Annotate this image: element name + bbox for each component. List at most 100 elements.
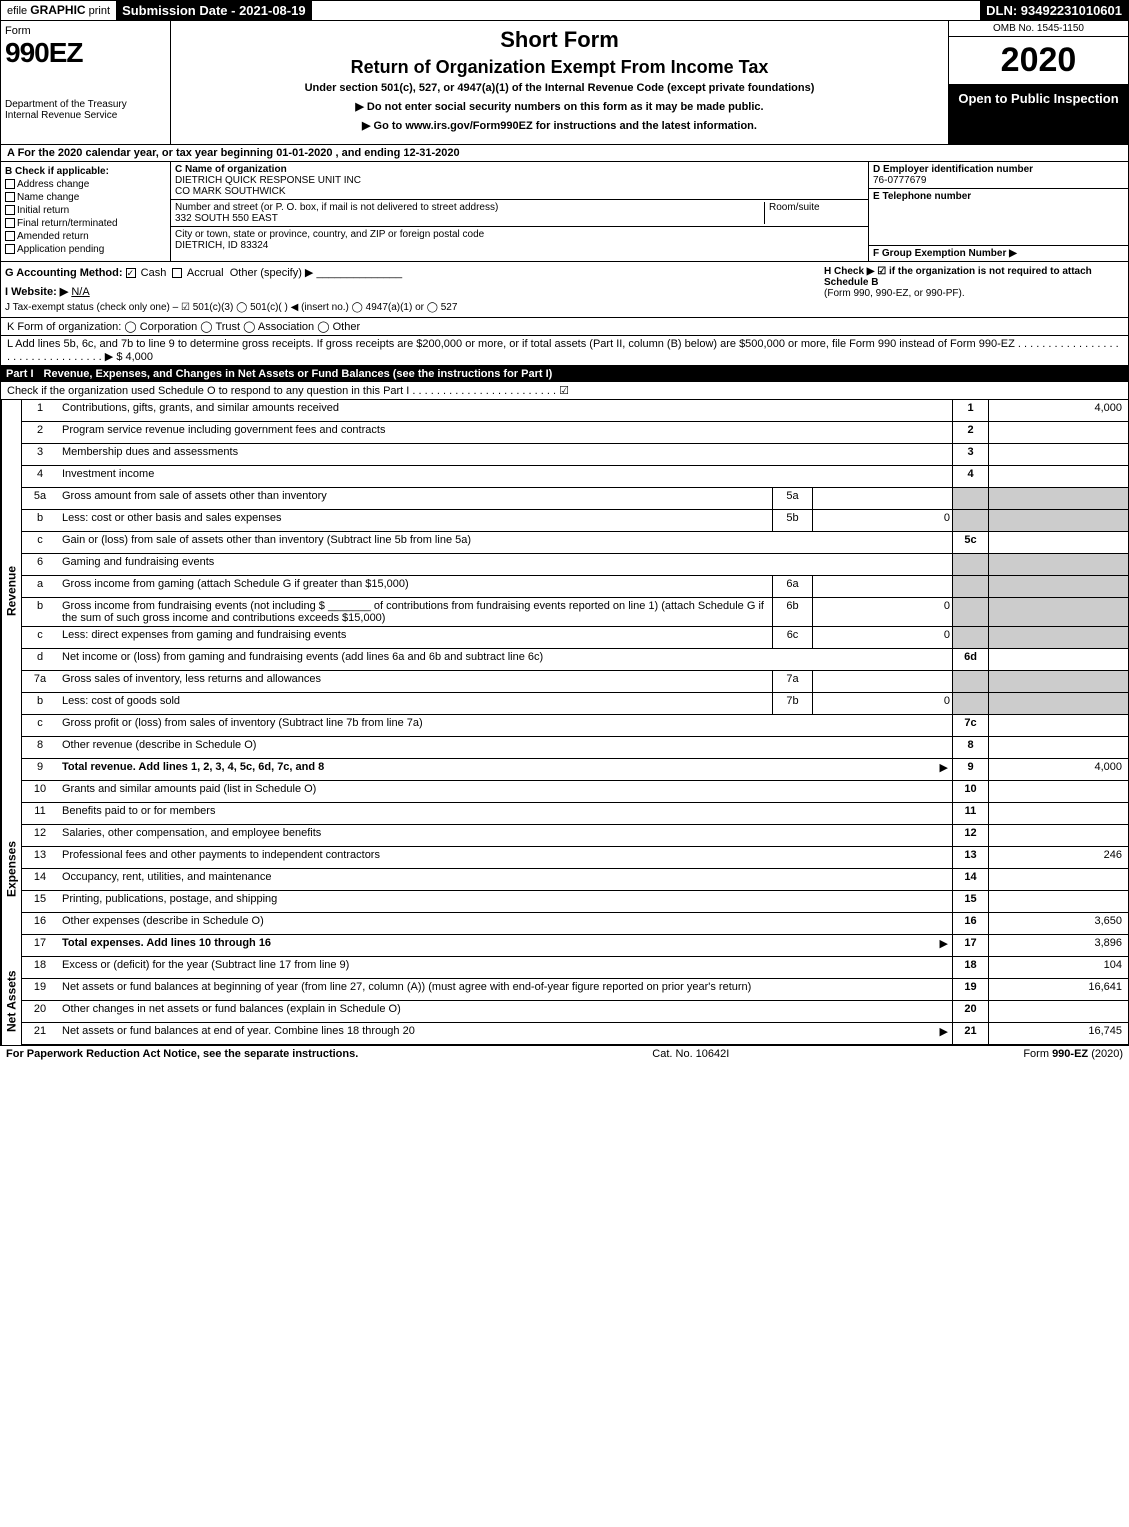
line-desc: Contributions, gifts, grants, and simila… xyxy=(58,400,952,421)
street-label: Number and street (or P. O. box, if mail… xyxy=(175,202,498,213)
chk-final-return[interactable]: Final return/terminated xyxy=(5,218,166,229)
line-desc: Membership dues and assessments xyxy=(58,444,952,465)
lineno-shaded xyxy=(952,693,988,714)
value-shaded xyxy=(988,627,1128,648)
value-shaded xyxy=(988,510,1128,531)
box-c: C Name of organization DIETRICH QUICK RE… xyxy=(171,162,868,261)
line-number: b xyxy=(22,598,58,626)
value-shaded xyxy=(988,693,1128,714)
lineno: 4 xyxy=(952,466,988,487)
value xyxy=(988,891,1128,912)
line-c: cGain or (loss) from sale of assets othe… xyxy=(21,532,1129,554)
line-9: 9Total revenue. Add lines 1, 2, 3, 4, 5c… xyxy=(21,759,1129,781)
street-block: Number and street (or P. O. box, if mail… xyxy=(171,200,868,227)
line-number: a xyxy=(22,576,58,597)
chk-address-change[interactable]: Address change xyxy=(5,179,166,190)
value xyxy=(988,715,1128,736)
line-number: 2 xyxy=(22,422,58,443)
box-b: B Check if applicable: Address change Na… xyxy=(1,162,171,261)
org-care-of: CO MARK SOUTHWICK xyxy=(175,186,286,197)
line-7a: 7aGross sales of inventory, less returns… xyxy=(21,671,1129,693)
lineno: 1 xyxy=(952,400,988,421)
chk-initial-return[interactable]: Initial return xyxy=(5,205,166,216)
chk-application-pending[interactable]: Application pending xyxy=(5,244,166,255)
lineno: 9 xyxy=(952,759,988,780)
ssn-warning: ▶ Do not enter social security numbers o… xyxy=(181,100,938,113)
line-desc: Occupancy, rent, utilities, and maintena… xyxy=(58,869,952,890)
value: 16,745 xyxy=(988,1023,1128,1044)
lineno: 2 xyxy=(952,422,988,443)
part-1-label: Part I xyxy=(6,368,34,380)
room-suite: Room/suite xyxy=(764,202,864,224)
line-16: 16Other expenses (describe in Schedule O… xyxy=(21,913,1129,935)
part-1-header: Part I Revenue, Expenses, and Changes in… xyxy=(0,366,1129,382)
value-shaded xyxy=(988,488,1128,509)
sub-lineno: 6c xyxy=(772,627,812,648)
sub-value xyxy=(812,671,952,692)
part-1-check: Check if the organization used Schedule … xyxy=(0,382,1129,400)
value: 3,896 xyxy=(988,935,1128,956)
lineno: 13 xyxy=(952,847,988,868)
line-4: 4Investment income4 xyxy=(21,466,1129,488)
city-label: City or town, state or province, country… xyxy=(175,229,484,240)
street-value: 332 SOUTH 550 EAST xyxy=(175,213,278,224)
value xyxy=(988,1001,1128,1022)
tax-year: 2020 xyxy=(949,37,1128,85)
line-number: b xyxy=(22,510,58,531)
line-desc: Gross income from fundraising events (no… xyxy=(58,598,772,626)
line-desc: Other changes in net assets or fund bala… xyxy=(58,1001,952,1022)
netassets-section: Net Assets 18Excess or (deficit) for the… xyxy=(0,957,1129,1045)
value xyxy=(988,422,1128,443)
lineno: 16 xyxy=(952,913,988,934)
chk-accrual[interactable] xyxy=(172,268,182,278)
line-desc: Total expenses. Add lines 10 through 16 … xyxy=(58,935,952,956)
line-number: 12 xyxy=(22,825,58,846)
value-shaded xyxy=(988,576,1128,597)
lineno: 17 xyxy=(952,935,988,956)
line-desc: Program service revenue including govern… xyxy=(58,422,952,443)
expenses-section: Expenses 10Grants and similar amounts pa… xyxy=(0,781,1129,957)
line-desc: Gaming and fundraising events xyxy=(58,554,952,575)
value: 4,000 xyxy=(988,400,1128,421)
dln: DLN: 93492231010601 xyxy=(980,1,1128,20)
chk-cash[interactable] xyxy=(126,268,136,278)
line-desc: Other revenue (describe in Schedule O) xyxy=(58,737,952,758)
line-desc: Less: cost or other basis and sales expe… xyxy=(58,510,772,531)
top-bar: efile GRAPHIC print Submission Date - 20… xyxy=(0,0,1129,21)
line-desc: Gross income from gaming (attach Schedul… xyxy=(58,576,772,597)
box-d: D Employer identification number 76-0777… xyxy=(869,162,1128,189)
line-number: 8 xyxy=(22,737,58,758)
line-number: 17 xyxy=(22,935,58,956)
goto-link[interactable]: ▶ Go to www.irs.gov/Form990EZ for instru… xyxy=(181,119,938,132)
line-number: 11 xyxy=(22,803,58,824)
lineno-blank xyxy=(952,554,988,575)
sub-lineno: 5b xyxy=(772,510,812,531)
header-left: Form 990EZ Department of the Treasury In… xyxy=(1,21,171,144)
org-name: DIETRICH QUICK RESPONSE UNIT INC xyxy=(175,175,361,186)
form-header: Form 990EZ Department of the Treasury In… xyxy=(0,21,1129,145)
line-desc: Less: cost of goods sold xyxy=(58,693,772,714)
city-block: City or town, state or province, country… xyxy=(171,227,868,253)
line-a-text: A For the 2020 calendar year, or tax yea… xyxy=(7,147,460,159)
line-number: 6 xyxy=(22,554,58,575)
opt-address: Address change xyxy=(17,179,89,190)
page-footer: For Paperwork Reduction Act Notice, see … xyxy=(0,1045,1129,1062)
chk-name-change[interactable]: Name change xyxy=(5,192,166,203)
line-number: 20 xyxy=(22,1001,58,1022)
efile-graphic: GRAPHIC xyxy=(30,3,85,17)
line-desc: Excess or (deficit) for the year (Subtra… xyxy=(58,957,952,978)
value-blank xyxy=(988,554,1128,575)
chk-amended-return[interactable]: Amended return xyxy=(5,231,166,242)
line-desc: Professional fees and other payments to … xyxy=(58,847,952,868)
value: 4,000 xyxy=(988,759,1128,780)
lineno-shaded xyxy=(952,488,988,509)
line-number: d xyxy=(22,649,58,670)
line-1: 1Contributions, gifts, grants, and simil… xyxy=(21,400,1129,422)
footer-left: For Paperwork Reduction Act Notice, see … xyxy=(6,1048,358,1060)
submission-date: Submission Date - 2021-08-19 xyxy=(116,1,312,20)
short-form-title: Short Form xyxy=(181,27,938,53)
under-section: Under section 501(c), 527, or 4947(a)(1)… xyxy=(181,82,938,94)
line-h: H Check ▶ ☑ if the organization is not r… xyxy=(824,266,1124,313)
lineno: 10 xyxy=(952,781,988,802)
line-c: cGross profit or (loss) from sales of in… xyxy=(21,715,1129,737)
